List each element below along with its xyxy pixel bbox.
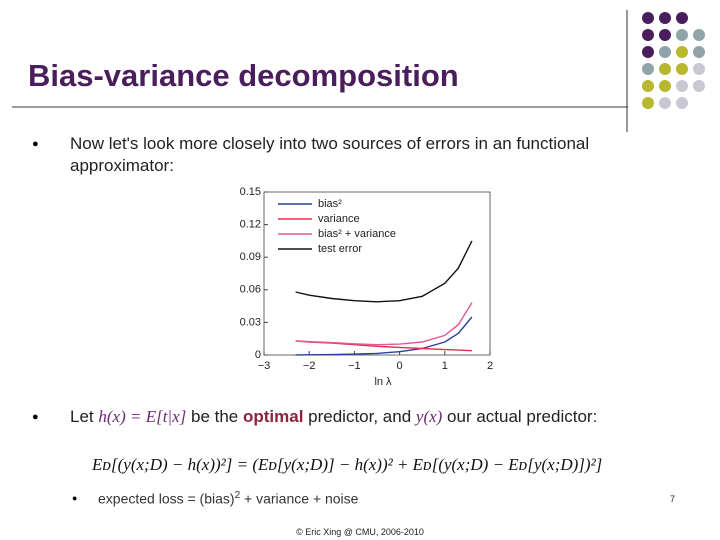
bullet-text: Now let's look more closely into two sou… — [70, 134, 590, 175]
math: y(x) — [415, 407, 443, 426]
text: our actual predictor: — [442, 407, 598, 426]
series-line — [295, 240, 473, 303]
text: predictor, and — [303, 407, 416, 426]
dot-grid — [642, 12, 705, 109]
bullet-text: Let h(x) = E[t|x] be the optimal predict… — [70, 406, 630, 428]
text: Let — [70, 407, 99, 426]
x-tick-label: 2 — [487, 360, 493, 372]
chart: 0 0.03 0.06 0.09 0.12 0.15 −3 −2 −1 0 1 2 ln λ bias² v… — [240, 186, 493, 388]
y-tick-label: 0 — [255, 349, 261, 361]
text: + variance + noise — [240, 490, 359, 507]
y-tick-label: 0.12 — [240, 219, 261, 231]
legend-label: bias² + variance — [318, 228, 396, 240]
legend-label: test error — [318, 243, 362, 255]
x-tick-label: −1 — [348, 360, 361, 372]
y-tick-label: 0.03 — [240, 316, 261, 328]
y-tick-label: 0.15 — [240, 186, 261, 198]
text: expected loss = (bias) — [98, 490, 235, 507]
page-number: 7 — [670, 494, 676, 504]
y-tick-label: 0.06 — [240, 284, 261, 296]
bullet-icon: ● — [32, 411, 39, 423]
footer-credit: © Eric Xing @ CMU, 2006-2010 — [296, 527, 424, 537]
text: be the — [186, 407, 243, 426]
math: h(x) = E[t|x] — [98, 407, 187, 426]
decoration — [12, 10, 705, 132]
slide-title: Bias-variance decomposition — [28, 58, 459, 93]
emphasis: optimal — [242, 407, 304, 426]
x-tick-label: −2 — [303, 360, 316, 372]
x-tick-label: −3 — [258, 360, 271, 372]
x-tick-label: 0 — [397, 360, 403, 372]
series-line — [295, 302, 473, 346]
equation: Eᴅ[(y(x;D) − h(x))²] = (Eᴅ[y(x;D)] − h(x… — [92, 455, 603, 474]
superscript: 2 — [234, 490, 241, 501]
x-axis-label: ln λ — [374, 376, 392, 388]
legend-label: variance — [318, 213, 360, 225]
bullet-icon: ● — [32, 138, 39, 150]
legend-label: bias² — [318, 198, 342, 210]
x-tick-label: 1 — [442, 360, 448, 372]
y-tick-label: 0.09 — [240, 251, 261, 263]
plot-frame — [263, 191, 491, 356]
sub-bullet: expected loss = (bias)2 + variance + noi… — [98, 490, 358, 507]
series-line — [295, 316, 473, 356]
bullet-icon: ● — [72, 493, 78, 503]
